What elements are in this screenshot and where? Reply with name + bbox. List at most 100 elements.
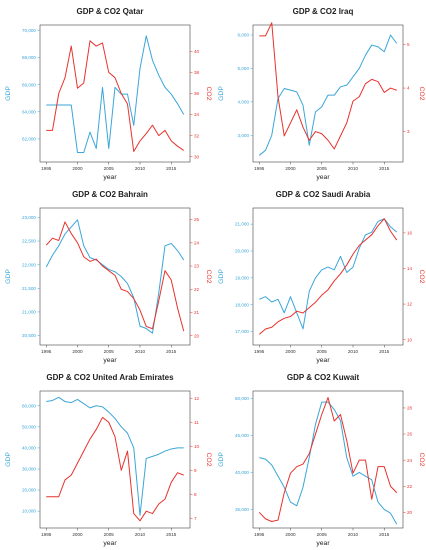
left-y-tick-label: 19,000 <box>235 275 249 280</box>
plot-frame <box>252 390 404 529</box>
left-y-tick-label: 45,000 <box>235 433 249 438</box>
x-tick-label: 2015 <box>379 532 390 537</box>
right-y-tick-label: 4 <box>407 86 410 91</box>
chart-svg: GDP & CO2 Iraq 1995 2000 2005 2010 2015 3,000 4… <box>218 7 425 181</box>
co2-series-line <box>45 221 185 332</box>
plot-frame <box>39 390 191 529</box>
plot-frame <box>39 24 191 163</box>
right-y-tick-label: 34 <box>194 112 200 117</box>
x-axis-label: year <box>316 357 330 364</box>
right-y-tick-label: 26 <box>407 432 413 437</box>
x-tick-label: 1995 <box>41 349 52 354</box>
x-tick-label: 1995 <box>41 532 52 537</box>
chart-svg: GDP & CO2 United Arab Emirates 1995 2000 20… <box>5 373 212 547</box>
right-y-tick-label: 12 <box>194 396 200 401</box>
right-y-tick-label: 8 <box>194 492 197 497</box>
co2-series-line <box>258 218 398 335</box>
chart-panel-5: GDP & CO2 United Arab Emirates 1995 2000 20… <box>0 366 213 549</box>
x-tick-label: 2005 <box>317 349 328 354</box>
co2-series-line <box>259 22 397 150</box>
chart-title: GDP & CO2 Saudi Arabia <box>276 190 371 199</box>
left-y-tick-label: 5,000 <box>238 66 250 71</box>
x-axis-label: year <box>103 357 117 364</box>
x-tick-label: 1995 <box>254 349 265 354</box>
left-y-tick-label: 18,000 <box>235 302 249 307</box>
x-tick-label: 2015 <box>166 166 177 171</box>
right-y-tick-label: 36 <box>194 91 200 96</box>
right-y-tick-label: 5 <box>407 42 410 47</box>
right-y-tick-label: 32 <box>194 133 200 138</box>
x-tick-label: 2000 <box>72 349 83 354</box>
right-y-axis-label: CO2 <box>205 270 212 284</box>
left-y-axis-label: GDP <box>5 452 12 467</box>
left-y-axis-label: GDP <box>5 269 12 284</box>
plot-frame <box>252 24 404 163</box>
x-tick-label: 2010 <box>135 532 146 537</box>
x-tick-label: 2000 <box>285 532 296 537</box>
x-tick-label: 2000 <box>285 349 296 354</box>
right-y-tick-label: 25 <box>194 217 200 222</box>
x-tick-label: 1995 <box>254 166 265 171</box>
chart-svg: GDP & CO2 Saudi Arabia 1995 2000 2005 2010 20… <box>218 190 425 364</box>
co2-series-line <box>46 416 184 522</box>
co2-series-line <box>46 40 185 152</box>
plot-frame <box>39 207 191 346</box>
right-y-tick-label: 10 <box>194 444 200 449</box>
x-tick-label: 1995 <box>254 532 265 537</box>
left-y-axis-label: GDP <box>218 452 225 467</box>
x-tick-label: 2010 <box>135 166 146 171</box>
right-y-tick-label: 12 <box>407 302 413 307</box>
left-y-tick-label: 60,000 <box>22 403 36 408</box>
right-y-tick-label: 16 <box>407 231 413 236</box>
left-y-tick-label: 21,000 <box>22 310 36 315</box>
right-y-tick-label: 22 <box>407 484 413 489</box>
right-y-tick-label: 10 <box>407 337 413 342</box>
x-tick-label: 1995 <box>41 166 52 171</box>
left-y-tick-label: 62,000 <box>22 137 36 142</box>
x-axis-label: year <box>103 540 117 547</box>
x-tick-label: 2010 <box>135 349 146 354</box>
right-y-tick-label: 38 <box>194 70 200 75</box>
right-y-tick-label: 28 <box>407 406 413 411</box>
right-y-tick-label: 9 <box>194 468 197 473</box>
chart-panel-2: GDP & CO2 Iraq 1995 2000 2005 2010 2015 3,000 4… <box>213 0 426 183</box>
chart-svg: GDP & CO2 Kuwait 1995 2000 2005 2010 2015 35,0… <box>218 373 425 547</box>
left-y-tick-label: 21,000 <box>235 222 249 227</box>
co2-series-line <box>258 397 398 522</box>
left-y-tick-label: 50,000 <box>22 424 36 429</box>
x-tick-label: 2000 <box>285 166 296 171</box>
right-y-tick-label: 30 <box>194 154 200 159</box>
gdp-series-line <box>259 401 398 525</box>
chart-svg: GDP & CO2 Qatar 1995 2000 2005 2010 2015 62,00… <box>5 7 212 181</box>
gdp-series-line <box>46 35 185 153</box>
x-tick-label: 2005 <box>317 166 328 171</box>
right-y-axis-label: CO2 <box>418 270 425 284</box>
x-tick-label: 2000 <box>72 532 83 537</box>
right-y-tick-label: 11 <box>194 420 199 425</box>
right-y-tick-label: 20 <box>407 510 413 515</box>
left-y-tick-label: 35,000 <box>235 507 249 512</box>
chart-panel-1: GDP & CO2 Qatar 1995 2000 2005 2010 2015 62,00… <box>0 0 213 183</box>
plot-frame <box>252 207 404 346</box>
x-tick-label: 2015 <box>166 532 177 537</box>
x-tick-label: 2005 <box>104 349 115 354</box>
left-y-tick-label: 17,000 <box>235 329 249 334</box>
left-y-tick-label: 22,500 <box>22 239 36 244</box>
chart-panel-6: GDP & CO2 Kuwait 1995 2000 2005 2010 2015 35,0… <box>213 366 426 549</box>
right-y-tick-label: 40 <box>194 49 200 54</box>
x-tick-label: 2015 <box>379 349 390 354</box>
x-tick-label: 2005 <box>104 532 115 537</box>
left-y-tick-label: 6,000 <box>238 33 250 38</box>
right-y-axis-label: CO2 <box>205 87 212 101</box>
x-tick-label: 2000 <box>72 166 83 171</box>
left-y-tick-label: 22,000 <box>22 262 36 267</box>
chart-panel-3: GDP & CO2 Bahrain 1995 2000 2005 2010 2015 20,… <box>0 183 213 366</box>
left-y-axis-label: GDP <box>218 86 225 101</box>
left-y-tick-label: 40,000 <box>235 470 249 475</box>
left-y-axis-label: GDP <box>5 86 12 101</box>
x-tick-label: 2010 <box>348 532 359 537</box>
left-y-tick-label: 30,000 <box>22 467 36 472</box>
left-y-tick-label: 20,000 <box>235 249 249 254</box>
left-y-tick-label: 23,000 <box>22 215 36 220</box>
